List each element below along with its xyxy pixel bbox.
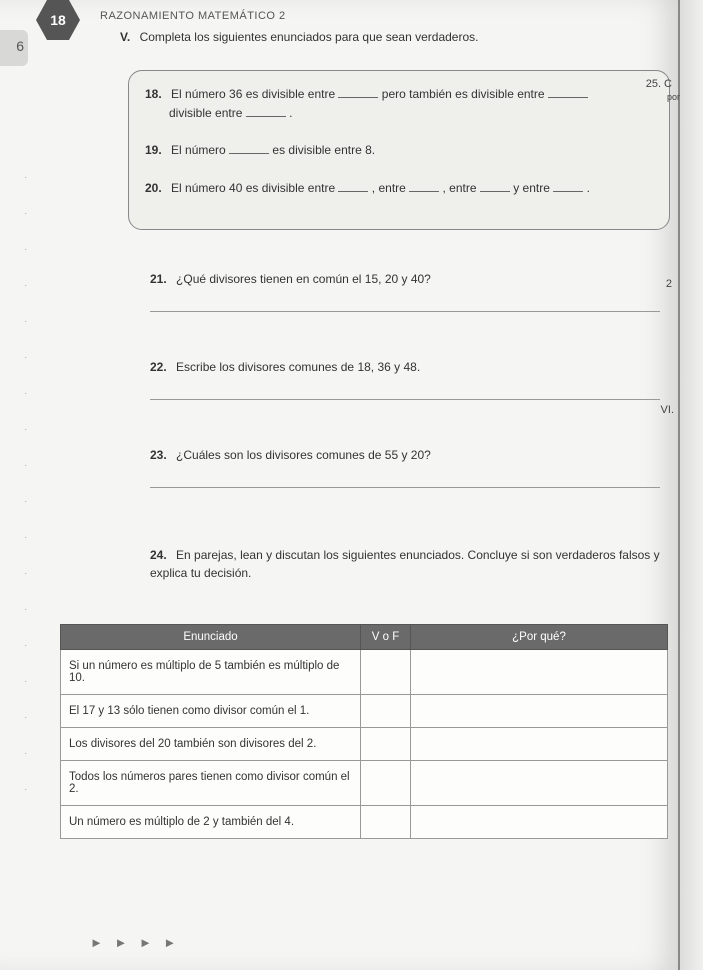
section-instruction: V. Completa los siguientes enunciados pa… (120, 30, 660, 44)
blank[interactable] (246, 116, 286, 117)
question-21: 21. ¿Qué divisores tienen en común el 15… (150, 272, 660, 312)
book-title: RAZONAMIENTO MATEMÁTICO 2 (100, 10, 286, 22)
cell-porque[interactable] (411, 728, 668, 761)
question-box: 18. El número 36 es divisible entre pero… (128, 70, 670, 230)
q22-text: Escribe los divisores comunes de 18, 36 … (176, 360, 420, 374)
blank[interactable] (338, 97, 378, 98)
q21-num: 21. (150, 272, 167, 286)
q20-text-a: El número 40 es divisible entre (171, 181, 338, 195)
margin-vi: VI. (661, 404, 674, 416)
hex-page-badge: 18 (36, 0, 80, 40)
question-22: 22. Escribe los divisores comunes de 18,… (150, 360, 660, 400)
answer-line[interactable] (150, 468, 660, 488)
q19-text-b: es divisible entre 8. (272, 143, 375, 157)
table-row: Un número es múltiplo de 2 y también del… (61, 806, 668, 839)
q18-line2a: divisible entre (169, 106, 246, 120)
q19-num: 19. (145, 143, 162, 157)
blank[interactable] (548, 97, 588, 98)
th-vof: V o F (361, 625, 411, 650)
question-20: 20. El número 40 es divisible entre , en… (145, 179, 653, 198)
table-row: Todos los números pares tienen como divi… (61, 761, 668, 806)
cell-enunciado: Si un número es múltiplo de 5 también es… (61, 650, 361, 695)
cell-porque[interactable] (411, 650, 668, 695)
q18-line2b: . (289, 106, 292, 120)
blank[interactable] (480, 191, 510, 192)
th-porque: ¿Por qué? (411, 625, 668, 650)
cell-vof[interactable] (361, 650, 411, 695)
blank[interactable] (338, 191, 368, 192)
q24-num: 24. (150, 548, 167, 562)
cell-vof[interactable] (361, 761, 411, 806)
question-24: 24. En parejas, lean y discutan los sigu… (150, 546, 670, 582)
next-page-edge (680, 0, 703, 970)
cell-porque[interactable] (411, 761, 668, 806)
q23-num: 23. (150, 448, 167, 462)
q21-text: ¿Qué divisores tienen en común el 15, 20… (176, 272, 431, 286)
cell-enunciado: Los divisores del 20 también son divisor… (61, 728, 361, 761)
q20-end: y entre (513, 181, 553, 195)
q20-sep2: , entre (443, 181, 480, 195)
q18-text-b: pero también es divisible entre (382, 87, 548, 101)
spiral-binding-icon: ·················· (24, 160, 27, 808)
question-23: 23. ¿Cuáles son los divisores comunes de… (150, 448, 660, 488)
q24-text: En parejas, lean y discutan los siguient… (150, 548, 660, 580)
cell-vof[interactable] (361, 728, 411, 761)
cell-enunciado: El 17 y 13 sólo tienen como divisor comú… (61, 695, 361, 728)
section-roman: V. (120, 30, 130, 44)
section-text: Completa los siguientes enunciados para … (140, 30, 479, 44)
cell-porque[interactable] (411, 806, 668, 839)
q20-sep1: , entre (372, 181, 409, 195)
q23-text: ¿Cuáles son los divisores comunes de 55 … (176, 448, 431, 462)
q18-text-a: El número 36 es divisible entre (171, 87, 338, 101)
blank[interactable] (409, 191, 439, 192)
answer-line[interactable] (150, 380, 660, 400)
table-row: Los divisores del 20 también son divisor… (61, 728, 668, 761)
margin-2: 2 (666, 278, 672, 290)
cell-porque[interactable] (411, 695, 668, 728)
table-row: El 17 y 13 sólo tienen como divisor comú… (61, 695, 668, 728)
cell-enunciado: Todos los números pares tienen como divi… (61, 761, 361, 806)
page: 6 18 RAZONAMIENTO MATEMÁTICO 2 V. Comple… (0, 0, 680, 970)
side-page-number: 6 (0, 30, 28, 66)
q19-text-a: El número (171, 143, 229, 157)
question-19: 19. El número es divisible entre 8. (145, 141, 653, 160)
cell-vof[interactable] (361, 806, 411, 839)
footer-arrows-icon: ► ► ► ► (90, 935, 180, 950)
q20-dot: . (587, 181, 590, 195)
blank[interactable] (553, 191, 583, 192)
table-row: Si un número es múltiplo de 5 también es… (61, 650, 668, 695)
cell-vof[interactable] (361, 695, 411, 728)
q18-num: 18. (145, 87, 162, 101)
cell-enunciado: Un número es múltiplo de 2 y también del… (61, 806, 361, 839)
blank[interactable] (229, 153, 269, 154)
q20-num: 20. (145, 181, 162, 195)
margin-q25: 25. C (646, 78, 672, 90)
q22-num: 22. (150, 360, 167, 374)
question-18: 18. El número 36 es divisible entre pero… (145, 85, 653, 123)
vf-table: Enunciado V o F ¿Por qué? Si un número e… (60, 624, 668, 839)
margin-por: por (667, 92, 680, 102)
answer-line[interactable] (150, 292, 660, 312)
th-enunciado: Enunciado (61, 625, 361, 650)
